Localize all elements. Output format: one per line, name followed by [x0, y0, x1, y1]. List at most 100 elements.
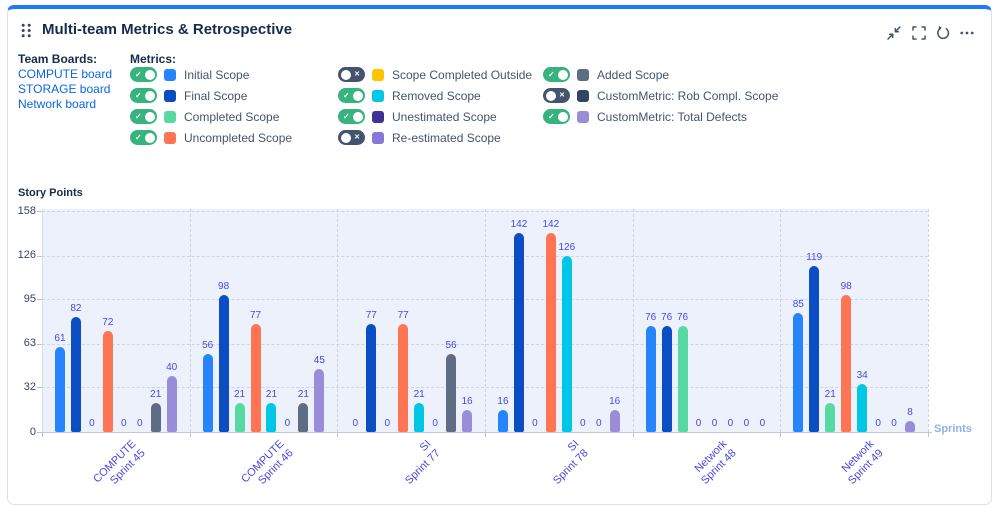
bar-added-scope[interactable]	[446, 353, 457, 432]
toggle-knob	[144, 111, 155, 122]
bar-initial-scope[interactable]	[54, 346, 65, 432]
legend-item-label: Unestimated Scope	[392, 109, 497, 124]
bar-final-scope[interactable]	[661, 325, 672, 432]
toggle-custommetric-total-defects[interactable]: ✓	[543, 109, 570, 124]
bar-value-label: 8	[907, 406, 913, 418]
bar-completed-scope[interactable]	[234, 402, 245, 432]
bar-value-label: 45	[313, 355, 325, 367]
bar-added-scope[interactable]	[298, 402, 309, 432]
bar-uncompleted-scope[interactable]	[545, 233, 556, 432]
x-tick	[337, 433, 339, 437]
check-icon: ✓	[135, 111, 142, 121]
gridline-v	[780, 209, 782, 432]
metrics-col-0: ✓ Initial Scope ✓ Final Scope ✓ Completed Sco…	[130, 64, 292, 148]
collapse-button[interactable]	[882, 22, 906, 46]
bar-custommetric-total-defects[interactable]	[609, 409, 620, 432]
legend-item: ✕ Scope Completed Outside	[338, 64, 532, 85]
bar-custommetric-total-defects[interactable]	[314, 369, 325, 432]
toggle-knob	[144, 90, 155, 101]
bar-value-label: 21	[297, 388, 309, 400]
bar-uncompleted-scope[interactable]	[841, 294, 852, 432]
toggle-uncompleted-scope[interactable]: ✓	[130, 130, 157, 145]
legend-swatch	[372, 89, 384, 102]
bar-value-label: 82	[70, 303, 82, 315]
bar-value-label: 0	[759, 418, 766, 429]
bar-uncompleted-scope[interactable]	[102, 331, 113, 432]
bar-completed-scope[interactable]	[825, 402, 836, 432]
toggle-initial-scope[interactable]: ✓	[130, 67, 157, 82]
bar-initial-scope[interactable]	[793, 313, 804, 432]
cross-icon: ✕	[354, 134, 360, 141]
toggle-re-estimated-scope[interactable]: ✕	[338, 130, 365, 145]
bar-value-label: 0	[595, 418, 602, 429]
legend-item: ✕ CustomMetric: Rob Compl. Scope	[543, 85, 778, 106]
board-link-storage-board[interactable]: STORAGE board	[18, 82, 111, 96]
bar-value-label: 0	[352, 418, 359, 429]
bar-final-scope[interactable]	[70, 317, 81, 432]
legend-item-label: Initial Scope	[184, 67, 250, 82]
bar-value-label: 0	[579, 418, 586, 429]
bar-value-label: 77	[249, 310, 262, 322]
drag-handle-icon[interactable]	[21, 23, 32, 38]
y-tick	[37, 211, 42, 212]
toggle-custommetric-rob-compl-scope[interactable]: ✕	[543, 88, 570, 103]
bar-removed-scope[interactable]	[561, 255, 572, 432]
check-icon: ✓	[548, 69, 555, 79]
bar-value-label: 21	[413, 388, 425, 400]
gridline-v	[189, 209, 191, 432]
team-boards-label: Team Boards:	[18, 52, 98, 66]
bar-final-scope[interactable]	[809, 265, 820, 432]
bar-initial-scope[interactable]	[645, 325, 656, 432]
legend-swatch	[164, 131, 176, 144]
bar-value-label: 16	[497, 395, 509, 407]
bar-removed-scope[interactable]	[857, 384, 868, 432]
bar-value-label: 77	[365, 310, 377, 322]
bar-custommetric-total-defects[interactable]	[905, 420, 916, 432]
bar-initial-scope[interactable]	[497, 409, 508, 432]
toggle-knob	[144, 132, 155, 143]
bar-initial-scope[interactable]	[202, 353, 213, 432]
legend-item-label: Completed Scope	[184, 109, 280, 124]
x-tick	[928, 433, 929, 437]
bar-final-scope[interactable]	[513, 233, 524, 432]
bar-value-label: 142	[542, 219, 560, 231]
bar-value-label: 16	[461, 395, 473, 407]
bar-value-label: 0	[711, 418, 718, 429]
toggle-added-scope[interactable]: ✓	[543, 67, 570, 82]
refresh-button[interactable]	[931, 22, 955, 46]
bar-custommetric-total-defects[interactable]	[166, 376, 177, 432]
legend-swatch	[372, 68, 384, 81]
bar-uncompleted-scope[interactable]	[398, 324, 409, 432]
bar-removed-scope[interactable]	[266, 402, 277, 432]
bar-value-label: 98	[218, 280, 230, 292]
x-tick	[189, 433, 191, 437]
bar-value-label: 142	[510, 219, 528, 231]
bar-value-label: 56	[445, 339, 457, 351]
board-link-compute-board[interactable]: COMPUTE board	[18, 67, 113, 81]
bar-final-scope[interactable]	[366, 324, 377, 432]
metrics-label: Metrics:	[130, 52, 177, 66]
x-axis-line	[42, 432, 932, 433]
toggle-scope-completed-outside[interactable]: ✕	[338, 67, 365, 82]
toggle-final-scope[interactable]: ✓	[130, 88, 157, 103]
check-icon: ✓	[135, 132, 142, 142]
toggle-completed-scope[interactable]: ✓	[130, 109, 157, 124]
more-button[interactable]	[955, 22, 979, 46]
fullscreen-button[interactable]	[907, 22, 931, 46]
legend-item: ✓ CustomMetric: Total Defects	[543, 106, 778, 127]
toggle-knob	[340, 69, 351, 80]
bar-value-label: 76	[677, 311, 689, 323]
bar-uncompleted-scope[interactable]	[250, 324, 261, 432]
toggle-knob	[144, 69, 155, 80]
board-link-network-board[interactable]: Network board	[18, 97, 97, 111]
toggle-unestimated-scope[interactable]: ✓	[338, 109, 365, 124]
bar-added-scope[interactable]	[150, 402, 161, 432]
toggle-removed-scope[interactable]: ✓	[338, 88, 365, 103]
bar-completed-scope[interactable]	[677, 325, 688, 432]
y-tick-label: 126	[17, 249, 36, 262]
legend-item: ✓ Added Scope	[543, 64, 778, 85]
bar-removed-scope[interactable]	[414, 402, 425, 432]
bar-final-scope[interactable]	[218, 294, 229, 432]
legend-swatch	[372, 110, 384, 123]
bar-custommetric-total-defects[interactable]	[462, 409, 473, 432]
